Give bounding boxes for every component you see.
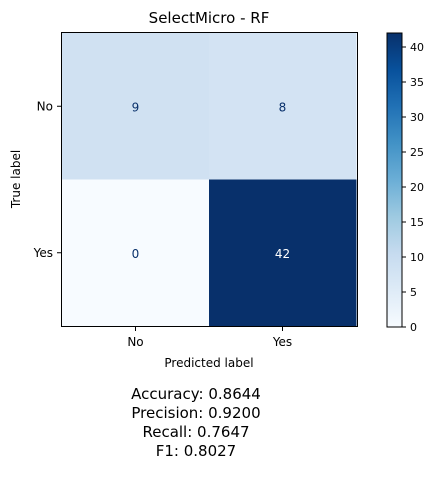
y-tick-label: No [37, 99, 53, 113]
recall-text: Recall: 0.7647 [142, 423, 250, 441]
accuracy-text: Accuracy: 0.8644 [131, 385, 261, 403]
heatmap-cell-labels: 9 8 0 42 [132, 100, 290, 261]
colorbar-tick-label: 20 [410, 181, 424, 194]
colorbar-ticks: 0 5 10 15 20 25 30 35 40 [402, 41, 424, 334]
heatmap-cell [209, 179, 357, 327]
colorbar-tick-label: 30 [410, 111, 424, 124]
colorbar-tick-label: 5 [410, 286, 417, 299]
colorbar-tick-label: 25 [410, 146, 424, 159]
heatmap-cell [209, 33, 357, 180]
cell-value-label: 42 [275, 247, 290, 261]
y-axis: No Yes [33, 99, 61, 260]
cell-value-label: 0 [132, 247, 140, 261]
heatmap-cell [62, 179, 210, 327]
heatmap-cell [62, 33, 210, 180]
colorbar-tick-label: 40 [410, 41, 424, 54]
cell-value-label: 8 [279, 100, 287, 114]
colorbar-tick-label: 35 [410, 76, 424, 89]
colorbar-tick-label: 15 [410, 216, 424, 229]
x-axis: No Yes [127, 327, 292, 349]
colorbar [386, 32, 403, 328]
precision-text: Precision: 0.9200 [131, 404, 261, 422]
colorbar-tick-label: 0 [410, 321, 417, 334]
chart-title: SelectMicro - RF [149, 9, 270, 27]
confusion-matrix-chart: SelectMicro - RF 9 8 0 42 No Yes No Yes Predi… [9, 9, 424, 370]
metrics-block: Accuracy: 0.8644 Precision: 0.9200 Recal… [0, 385, 392, 461]
y-tick-label: Yes [33, 246, 53, 260]
cell-value-label: 9 [132, 100, 140, 114]
colorbar-tick-label: 10 [410, 251, 424, 264]
f1-text: F1: 0.8027 [155, 442, 237, 460]
x-tick-label: No [127, 335, 143, 349]
heatmap-cells [62, 33, 357, 327]
heatmap-frame [61, 32, 358, 327]
y-axis-label: True label [9, 150, 23, 209]
x-tick-label: Yes [272, 335, 292, 349]
x-axis-label: Predicted label [164, 356, 253, 370]
